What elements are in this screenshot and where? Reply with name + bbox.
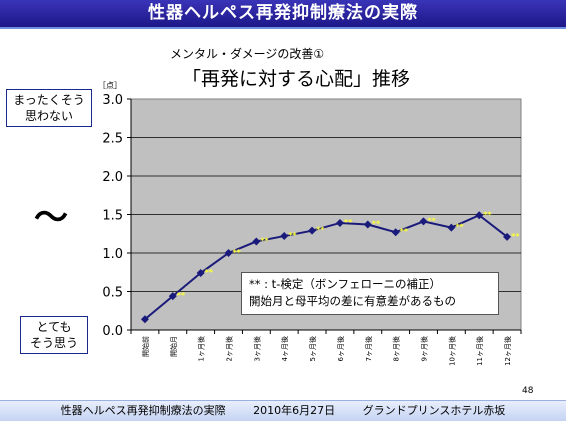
data-point [419,217,428,226]
significance-marker: ** [400,227,409,236]
note-line-2: 開始月と母平均の差に有意差があるもの [249,294,456,308]
data-point [503,232,512,241]
footer-venue: グランドプリンスホテル赤坂 [362,404,506,417]
y-tick-label: 2.0 [102,170,123,185]
significance-marker: ** [428,216,437,225]
x-tick-label: 開始月 [169,336,178,357]
header-title: 性器ヘルペス再発抑制療法の実際 [0,0,566,29]
range-tilde: 〜 [34,198,68,238]
significance-marker: ** [455,223,464,232]
significance-marker: ** [316,226,325,235]
label-bottom-line2: そう思う [29,336,78,350]
series-line [144,214,508,320]
significance-marker: ** [344,218,353,227]
significance-note: ** : t-検定（ボンフェローニの補正） 開始月と母平均の差に有意差があるもの [241,272,499,315]
x-tick-label: 2ヶ月後 [225,336,234,361]
data-point [140,315,149,324]
x-tick-label: 5ヶ月後 [308,336,317,361]
data-point [224,249,233,257]
data-point [335,218,344,227]
significance-marker: ** [511,232,520,241]
x-tick-label: 1ヶ月後 [197,336,206,361]
data-point [475,211,484,220]
significance-marker: ** [483,210,492,219]
chart-subtitle: メンタル・ダメージの改善① [170,47,325,61]
chart-title: 「再発に対する心配」推移 [182,68,411,90]
label-bottom-line1: とても [36,320,72,334]
label-top-line2: 思わない [24,109,73,123]
page-number: 48 [522,386,534,396]
significance-marker: ** [288,231,297,240]
y-tick-label: 0.5 [102,286,123,301]
data-point [447,223,456,232]
significance-marker: ** [372,220,381,229]
significance-marker: ** [233,248,242,257]
data-point [168,292,177,301]
x-tick-label: 10ヶ月後 [447,336,456,366]
y-tick-label: 2.5 [102,132,123,147]
footer-date: 2010年6月27日 [253,404,336,417]
x-tick-label: 12ヶ月後 [503,336,512,366]
footer-title: 性器ヘルペス再発抑制療法の実際 [60,404,226,417]
label-top-box: まったくそう 思わない [6,89,92,127]
data-point [308,226,317,235]
significance-marker: ** [260,236,269,245]
x-tick-label: 11ヶ月後 [475,336,484,366]
data-point [252,237,261,246]
significance-marker: ** [205,268,214,277]
x-tick-label: 7ヶ月後 [364,336,373,361]
data-point [280,232,289,241]
label-bottom-box: とても そう思う [20,316,88,354]
x-tick-label: 開始前 [141,336,150,357]
x-tick-label: 9ヶ月後 [420,336,429,361]
x-tick-label: 3ヶ月後 [252,336,261,361]
label-top-line1: まったくそう [13,93,85,107]
significance-marker: ** [177,291,186,300]
x-tick-label: 8ヶ月後 [392,336,401,361]
data-point [363,220,372,229]
y-tick-label: 3.0 [102,93,123,108]
footer: 性器ヘルペス再発抑制療法の実際 2010年6月27日 グランドプリンスホテル赤坂 [0,400,566,421]
y-tick-label: 1.5 [102,209,123,224]
x-tick-label: 6ヶ月後 [336,336,345,361]
note-line-1: ** : t-検定（ボンフェローニの補正） [249,277,441,291]
y-tick-label: 1.0 [102,247,123,262]
x-tick-label: 4ヶ月後 [280,336,289,361]
y-tick-label: 0.0 [102,324,123,339]
data-point [391,228,400,237]
y-axis-unit: ［点］ [98,81,122,90]
line-chart: 0.0 0.5 1.0 1.5 2.0 2.5 3.0 開始前 開始月 1ヶ月後 2ヶ月後 3ヶ月後 4… [102,93,522,366]
data-point [196,269,205,278]
